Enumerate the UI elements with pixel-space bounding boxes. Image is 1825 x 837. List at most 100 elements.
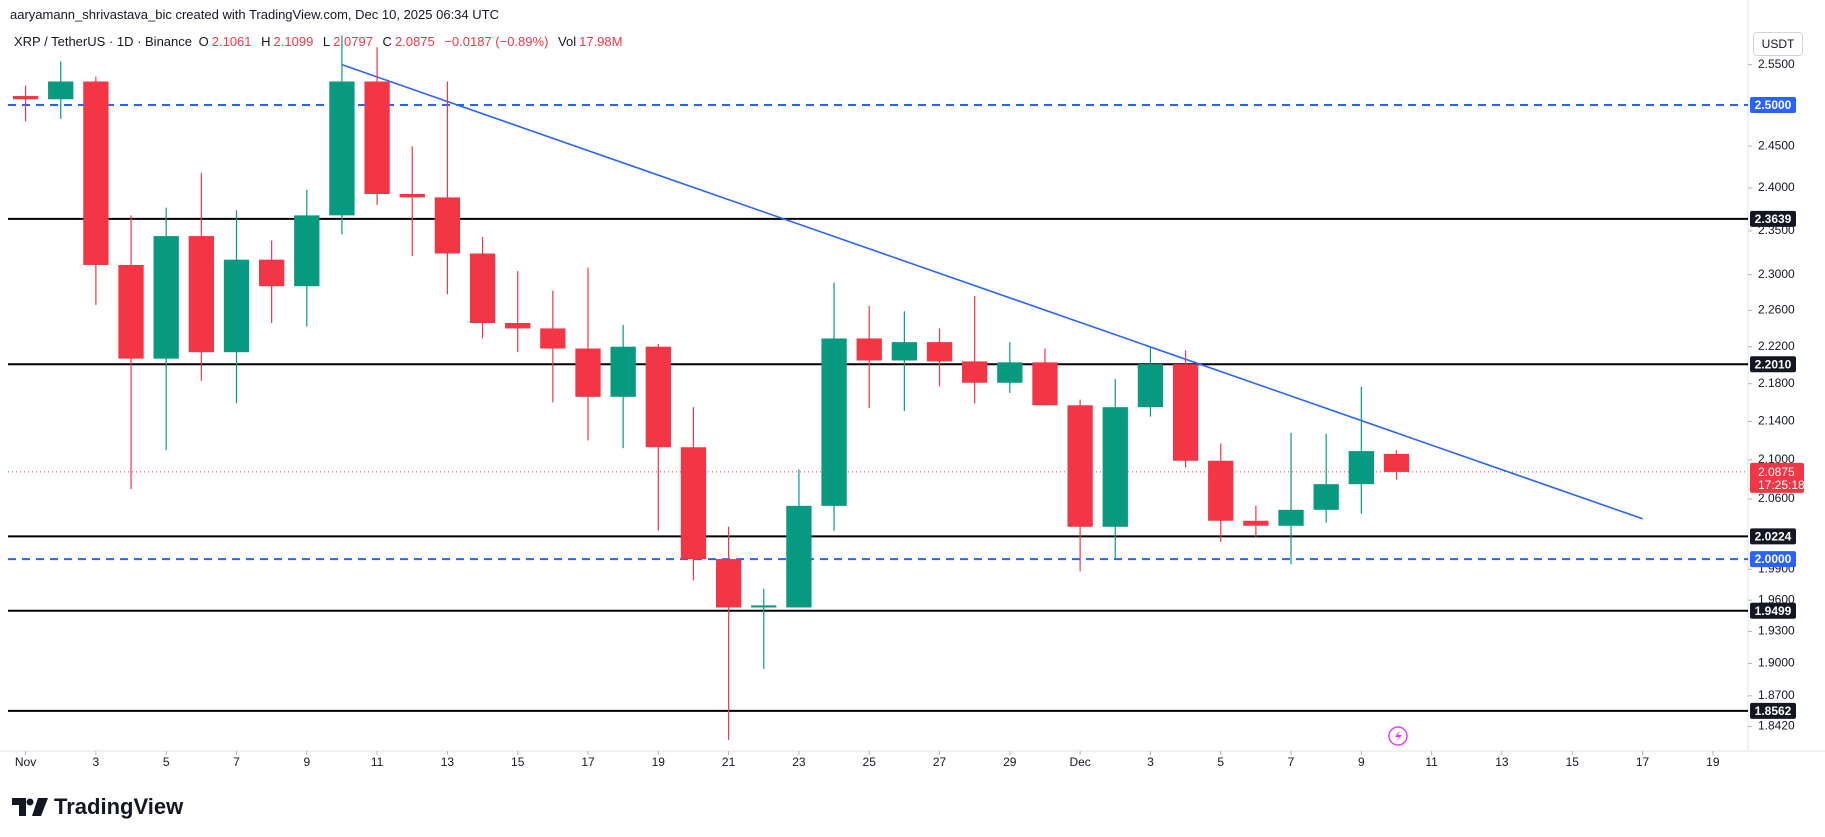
y-tick-label: 1.9000	[1758, 656, 1795, 670]
level-label: 2.3639	[1755, 212, 1792, 226]
x-tick-label: 13	[1495, 755, 1509, 769]
candle-body	[12, 96, 39, 100]
candle-body	[856, 338, 882, 361]
candle-body	[680, 447, 707, 560]
x-tick-label: 11	[1425, 755, 1438, 769]
y-tick-label: 2.5500	[1758, 57, 1795, 71]
level-badge	[1750, 551, 1796, 568]
logo-text: TradingView	[54, 794, 184, 819]
candle-body	[294, 215, 320, 287]
candle-body	[223, 259, 250, 353]
level-label: 1.9499	[1755, 604, 1792, 618]
y-tick-label: 2.2600	[1758, 303, 1795, 317]
y-tick-label: 2.1000	[1758, 452, 1795, 466]
candle-body	[1278, 509, 1304, 526]
logo-icon	[12, 798, 48, 816]
ohlc-key: O	[198, 34, 209, 49]
candle-body	[645, 346, 671, 448]
x-tick-label: 27	[933, 755, 947, 769]
x-tick-label: 15	[511, 755, 525, 769]
candle-body	[891, 342, 918, 361]
ohlc-key: C	[382, 34, 392, 49]
candle-body	[575, 348, 601, 397]
candle-body	[1067, 405, 1093, 527]
candle-body	[751, 605, 777, 608]
candle-body	[926, 342, 953, 362]
x-tick-label: 17	[1636, 755, 1650, 769]
y-tick-label: 2.1800	[1758, 376, 1795, 390]
ohlc-value: 2.0875	[394, 34, 435, 49]
volume-key: Vol	[558, 34, 577, 49]
logo: TradingView	[12, 794, 183, 820]
x-tick-label: 9	[303, 755, 310, 769]
credit: aaryamann_shrivastava_bic created with T…	[10, 7, 499, 22]
x-tick-label: 3	[1147, 755, 1154, 769]
level-label: 2.5000	[1755, 98, 1792, 112]
y-tick-label: 2.2200	[1758, 339, 1795, 353]
level-label: 2.2010	[1755, 357, 1792, 371]
candle-body	[505, 323, 531, 329]
level-badge	[1750, 356, 1796, 373]
x-tick-label: 25	[863, 755, 877, 769]
x-tick-label: 15	[1566, 755, 1580, 769]
candle-body	[188, 236, 214, 353]
candle-body	[118, 264, 144, 359]
x-tick-label: Nov	[15, 755, 36, 769]
level-badge	[1750, 528, 1796, 545]
y-tick-label: 2.0600	[1758, 491, 1795, 505]
candle-body	[962, 361, 988, 383]
ohlc-key: L	[322, 34, 331, 49]
x-tick-label: 21	[722, 755, 736, 769]
y-tick-label: 1.8420	[1758, 719, 1795, 733]
x-tick-label: 11	[371, 755, 384, 769]
y-tick-label: 2.1400	[1758, 414, 1795, 428]
candle-body	[1348, 451, 1374, 485]
candle-body	[434, 197, 461, 254]
candle-body	[258, 259, 285, 287]
x-tick-label: 19	[652, 755, 666, 769]
x-tick-label: 7	[233, 755, 240, 769]
candle-body	[1313, 484, 1339, 510]
candle-body	[997, 362, 1023, 383]
candle-body	[610, 346, 636, 397]
x-tick-label: 13	[441, 755, 455, 769]
trendline	[341, 63, 1643, 520]
candle-body	[1243, 520, 1269, 526]
x-tick-label: 7	[1288, 755, 1295, 769]
ohlc-key: H	[261, 34, 271, 49]
level-label: 1.8562	[1755, 704, 1792, 718]
y-tick-label: 1.8700	[1758, 688, 1795, 702]
candle-body	[1383, 453, 1410, 472]
candle-body	[1137, 364, 1164, 408]
change: −0.0187 (−0.89%)	[444, 34, 549, 49]
candle-body	[48, 81, 74, 100]
symbol: XRP / TetherUS · 1D · Binance	[14, 34, 192, 49]
y-tick-label: 2.4500	[1758, 138, 1795, 152]
x-tick-label: 9	[1358, 755, 1365, 769]
last-price-label: 2.0875	[1758, 465, 1795, 479]
candle-body	[83, 81, 109, 265]
level-label: 2.0224	[1755, 530, 1792, 544]
candle-body	[329, 81, 355, 216]
candle-body	[153, 236, 179, 359]
candle-body	[1208, 460, 1234, 521]
candle-body	[821, 338, 847, 506]
level-badge	[1750, 602, 1796, 619]
x-tick-label: 17	[581, 755, 595, 769]
x-tick-label: 23	[792, 755, 806, 769]
level-badge	[1750, 96, 1796, 113]
candle-body	[540, 328, 566, 349]
candle-body	[364, 81, 390, 194]
alert-icon[interactable]	[1388, 726, 1408, 746]
legend-row: XRP / TetherUS · 1D · Binance O 2.1061 H 2…	[14, 34, 628, 49]
x-tick-label: 5	[163, 755, 170, 769]
candle-body	[1172, 364, 1199, 461]
candle-body	[399, 193, 425, 198]
currency-button[interactable]: USDT	[1753, 32, 1803, 56]
level-label: 2.0000	[1755, 552, 1792, 566]
y-tick-label: 1.9300	[1758, 624, 1795, 638]
ohlc-value: 2.1061	[211, 34, 252, 49]
level-badge	[1750, 210, 1796, 227]
candle-body	[469, 253, 496, 324]
